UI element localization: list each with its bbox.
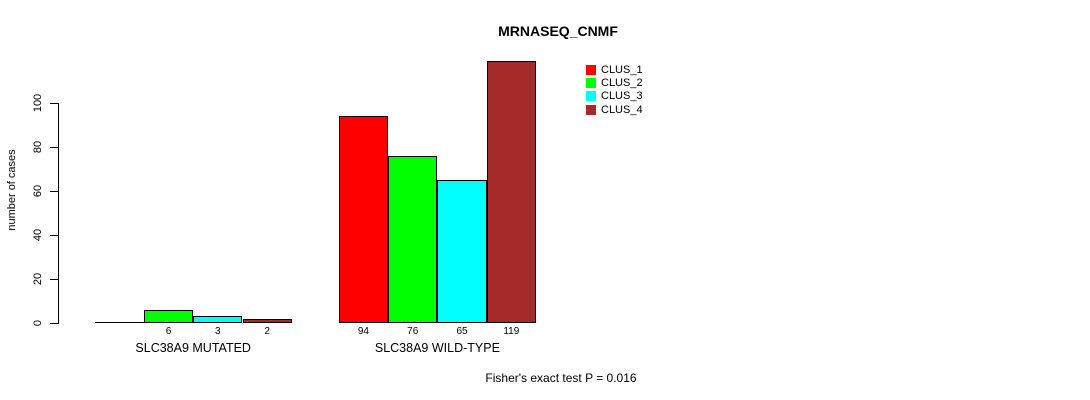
legend-color-swatch [586, 91, 596, 102]
group-label: SLC38A9 WILD-TYPE [374, 341, 500, 355]
bar-value-label: 76 [407, 326, 419, 337]
bar [388, 155, 438, 323]
bar-value-label: 119 [503, 326, 520, 337]
bar-value-label: 6 [165, 326, 172, 337]
legend-row: CLUS_3 [586, 90, 643, 103]
legend-label: CLUS_1 [601, 63, 643, 76]
bar [486, 61, 536, 323]
y-axis-tick [50, 323, 58, 324]
legend-label: CLUS_3 [601, 90, 643, 103]
bar-value-label: 2 [264, 326, 270, 337]
pvalue-annotation: Fisher's exact test P = 0.016 [485, 371, 637, 385]
legend-label: CLUS_2 [601, 77, 643, 90]
y-axis-tick-label: 100 [32, 93, 44, 113]
bar [338, 116, 389, 323]
bar [143, 309, 194, 323]
bar [193, 316, 243, 323]
bar [437, 180, 487, 323]
legend: CLUS_1 CLUS_2 CLUS_3 CLUS_4 [586, 63, 643, 117]
y-axis-tick [50, 103, 58, 104]
y-axis-tick-label: 80 [32, 140, 44, 154]
bar-value-label: 3 [215, 326, 221, 337]
legend-row: CLUS_2 [586, 76, 643, 89]
y-axis-tick [50, 279, 58, 280]
legend-row: CLUS_1 [586, 63, 643, 76]
bar [242, 318, 292, 323]
bar-zero [94, 322, 144, 323]
y-axis-tick [50, 147, 58, 148]
y-axis-tick-label: 20 [32, 272, 44, 286]
y-axis-tick-label: 40 [32, 228, 44, 242]
y-axis-tick [50, 235, 58, 236]
y-axis-tick-label: 0 [32, 319, 44, 327]
legend-label: CLUS_4 [601, 103, 643, 116]
y-axis-tick [50, 191, 58, 192]
bar-value-label: 94 [357, 326, 369, 337]
legend-color-swatch [586, 78, 596, 89]
chart-title: MRNASEQ_CNMF [498, 23, 618, 39]
group-label: SLC38A9 MUTATED [135, 341, 251, 355]
bar-value-label: 65 [456, 326, 468, 337]
legend-color-swatch [586, 104, 596, 115]
y-axis-line [58, 103, 59, 324]
legend-color-swatch [586, 64, 596, 75]
y-axis-tick-label: 60 [32, 184, 44, 198]
legend-row: CLUS_4 [586, 103, 643, 116]
